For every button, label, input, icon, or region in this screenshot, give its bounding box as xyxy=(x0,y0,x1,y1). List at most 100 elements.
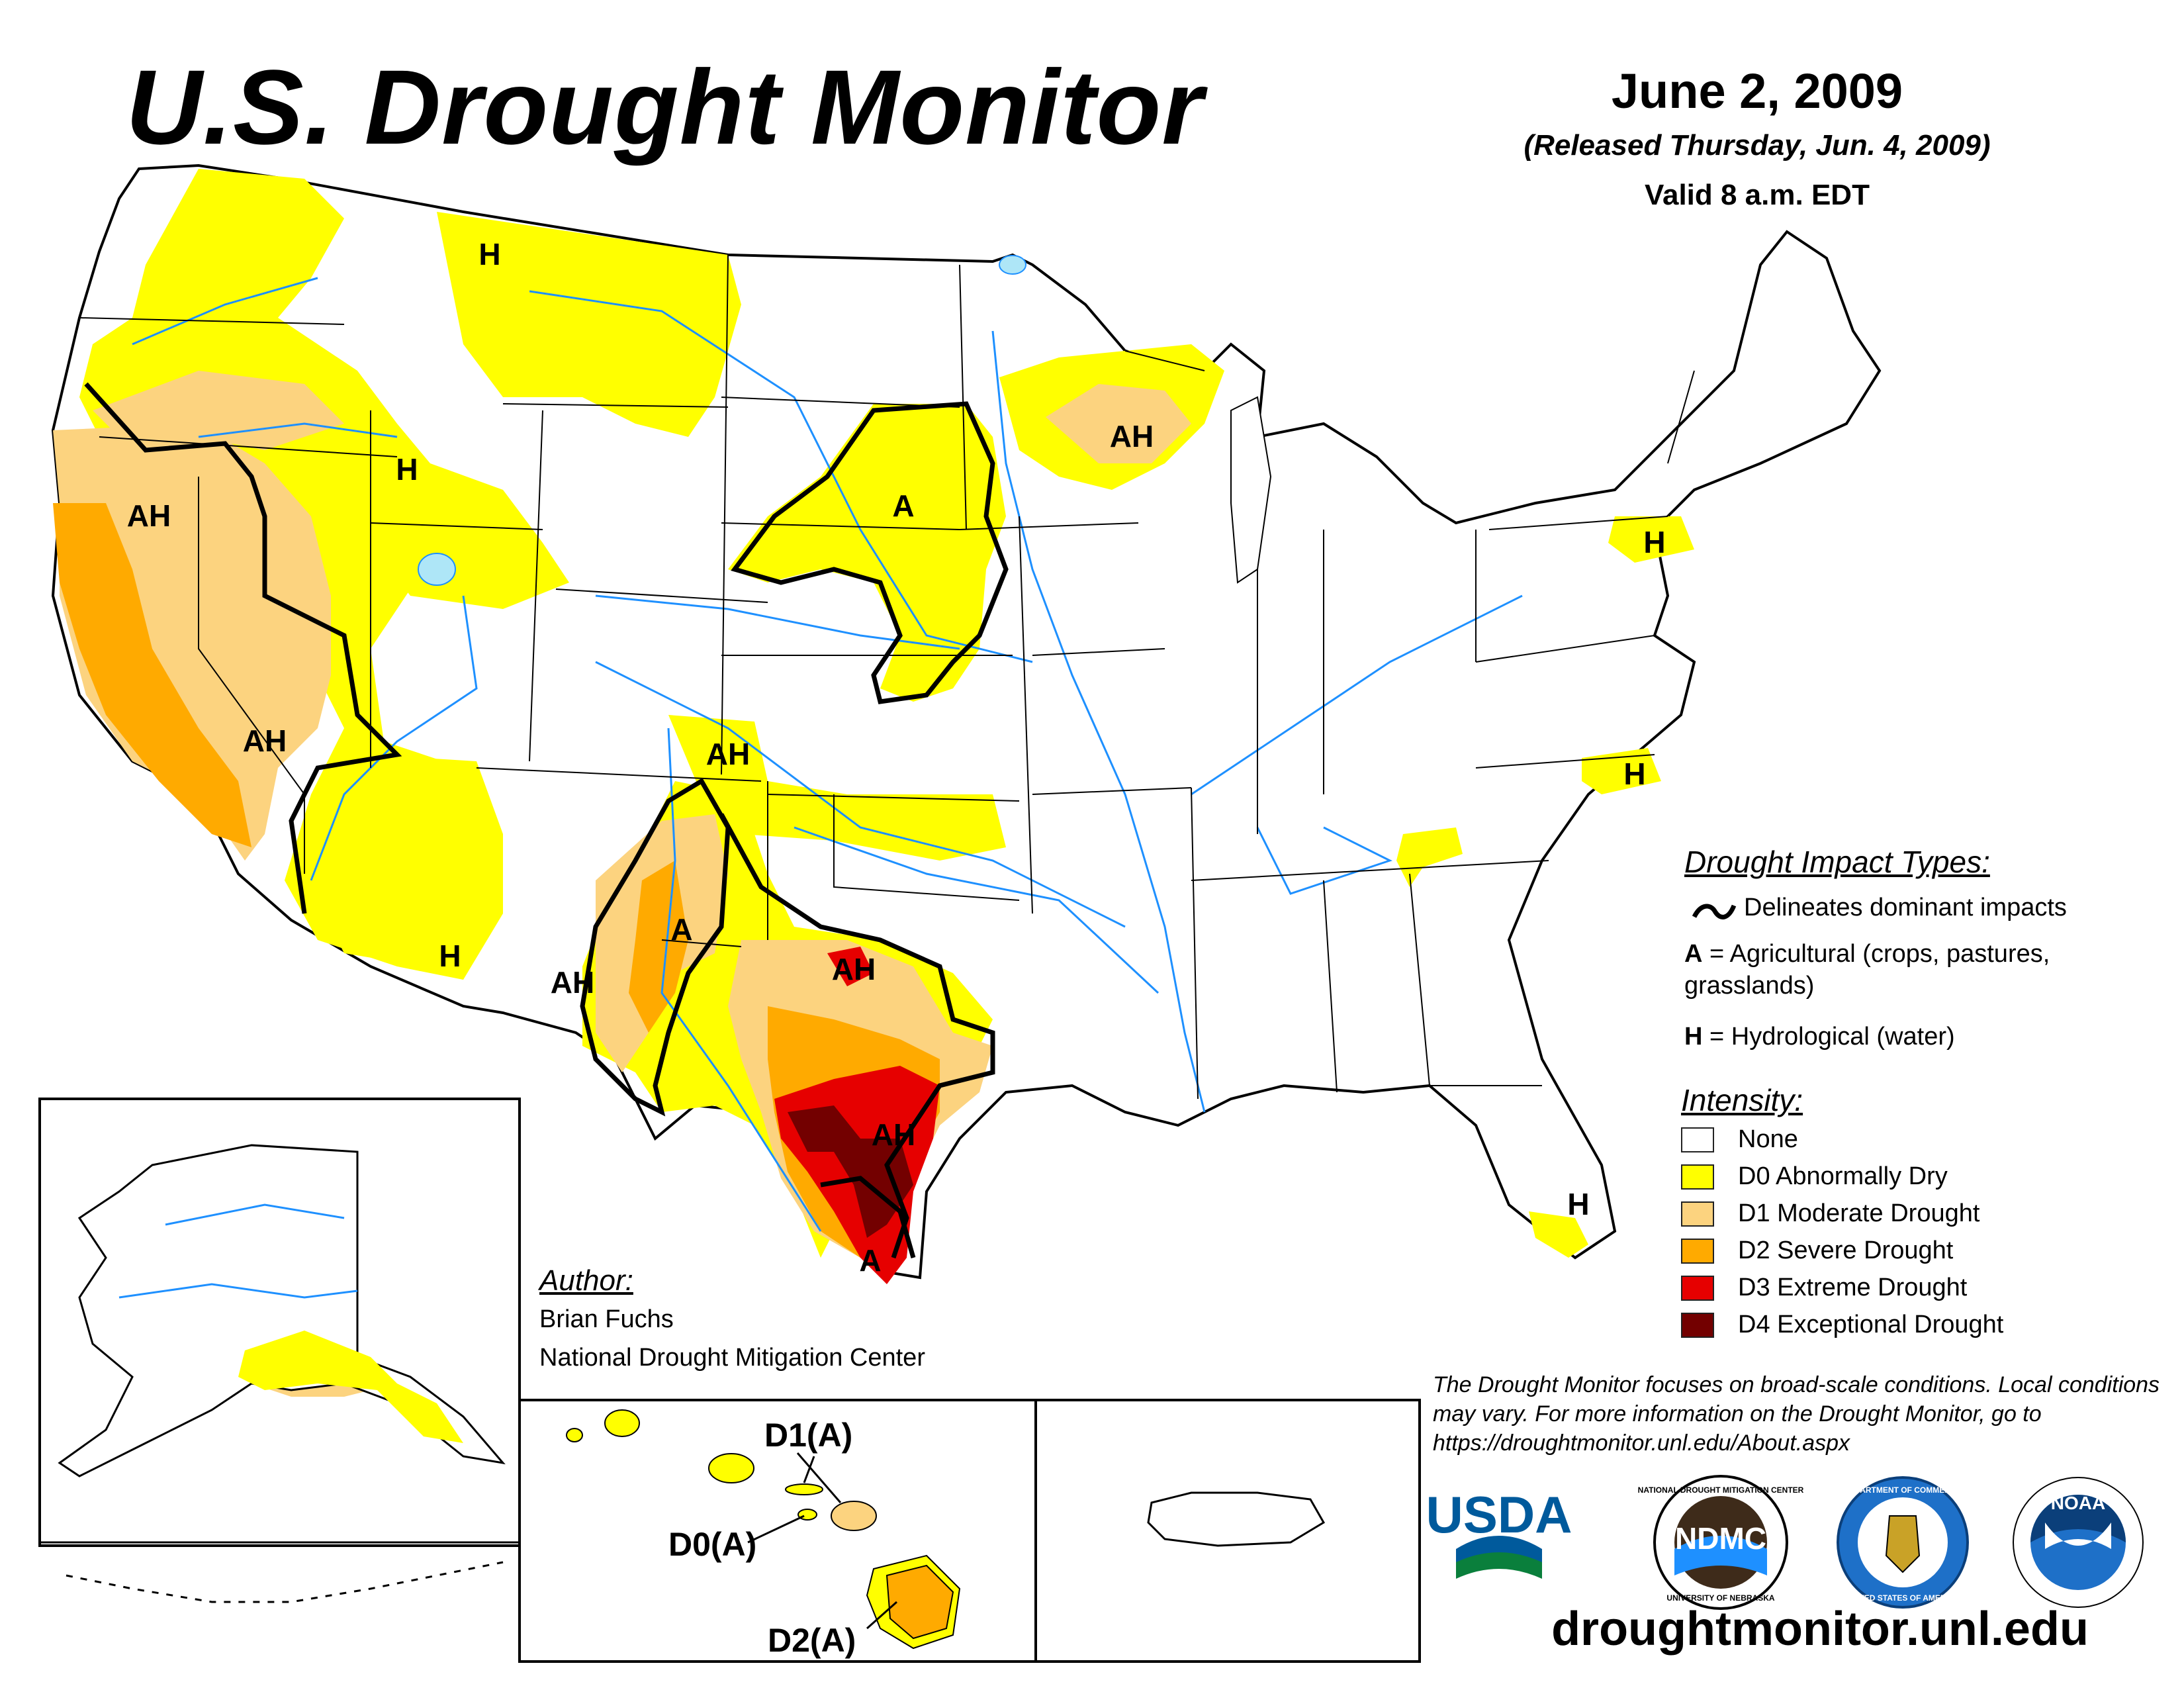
intensity-swatch xyxy=(1681,1275,1714,1301)
commerce-ring-bottom-text: UNITED STATES OF AMERICA xyxy=(1846,1593,1960,1603)
author-heading: Author: xyxy=(539,1264,633,1297)
intensity-swatch xyxy=(1681,1164,1714,1190)
d4-south-texas xyxy=(788,1105,913,1238)
map-labels: H H AH AH H AH A A AH AH AH A AH H H H xyxy=(127,237,1666,1278)
hawaii-islands xyxy=(566,1409,961,1650)
intensity-item: D1 Moderate Drought xyxy=(1681,1199,1979,1228)
impact-line-new-mexico xyxy=(580,778,731,1117)
river-mississippi xyxy=(991,330,1206,1113)
d0-colorado-kansas xyxy=(668,715,1006,861)
d0-florida xyxy=(1529,1211,1588,1258)
label-a-plains: A xyxy=(892,489,914,523)
label-h-north-carolina: H xyxy=(1623,757,1645,791)
d0-arizona xyxy=(311,755,503,966)
lake-michigan xyxy=(1230,396,1272,584)
intensity-swatch xyxy=(1681,1238,1714,1264)
label-h-pennsylvania: H xyxy=(1643,525,1665,559)
label-ah-colorado: AH xyxy=(706,737,750,771)
label-h-montana: H xyxy=(478,237,500,271)
d2-california-coast xyxy=(53,503,251,847)
d0-pennsylvania xyxy=(1608,516,1694,563)
label-ah-oklahoma: AH xyxy=(832,952,876,986)
d1-wisconsin xyxy=(1046,384,1191,463)
alaska-inset-frame xyxy=(38,1098,521,1547)
intensity-heading: Intensity: xyxy=(1681,1083,1803,1117)
alaska-d0-south xyxy=(238,1331,463,1443)
delineates-label: Delineates dominant impacts xyxy=(1744,894,2067,921)
impact-types-heading: Drought Impact Types: xyxy=(1684,845,1990,879)
d1-california-nevada xyxy=(53,424,331,861)
intensity-swatch xyxy=(1681,1201,1714,1227)
river-ohio xyxy=(1191,594,1523,796)
river-arkansas xyxy=(595,661,1126,928)
label-ah-nevada: AH xyxy=(243,724,287,758)
river-platte xyxy=(595,594,960,650)
rivers xyxy=(132,277,1523,1232)
river-red xyxy=(794,826,1160,994)
d0-north-carolina xyxy=(1582,748,1661,794)
river-columbia xyxy=(132,277,318,346)
lakes xyxy=(418,255,1272,586)
commerce-logo: DEPARTMENT OF COMMERCE UNITED STATES OF … xyxy=(1837,1476,1969,1609)
label-a-nm: A xyxy=(670,912,692,947)
conus-outline xyxy=(51,164,1882,1280)
d0-montana xyxy=(437,212,741,437)
impact-line-texas xyxy=(719,813,995,1259)
commerce-ring-text: DEPARTMENT OF COMMERCE xyxy=(1844,1485,1961,1495)
agricultural-text-2: grasslands) xyxy=(1684,972,1815,1000)
delineation-symbol xyxy=(1692,904,1737,919)
river-tennessee xyxy=(1256,826,1392,895)
intensity-label: D0 Abnormally Dry xyxy=(1738,1162,1948,1190)
usda-logo: USDA xyxy=(1426,1485,1572,1579)
hawaii-label-d0: D0(A) xyxy=(668,1526,756,1563)
valid-time: Valid 8 a.m. EDT xyxy=(1645,179,1870,211)
ndmc-ring-text: NATIONAL DROUGHT MITIGATION CENTER xyxy=(1638,1485,1804,1495)
label-ah-texas: AH xyxy=(872,1117,915,1152)
d0-plains xyxy=(728,404,1006,702)
great-salt-lake xyxy=(418,553,456,586)
label-h-arizona: H xyxy=(439,939,461,973)
river-snake xyxy=(198,422,398,438)
intensity-label: None xyxy=(1738,1125,1798,1153)
intensity-item: D4 Exceptional Drought xyxy=(1681,1311,2003,1339)
map-date: June 2, 2009 xyxy=(1611,64,1903,118)
intensity-label: D1 Moderate Drought xyxy=(1738,1199,1980,1227)
intensity-label: D4 Exceptional Drought xyxy=(1738,1311,2004,1338)
label-a-texas: A xyxy=(859,1243,881,1278)
intensity-item: D2 Severe Drought xyxy=(1681,1237,1953,1265)
intensity-swatch xyxy=(1681,1312,1714,1338)
website-link[interactable]: droughtmonitor.unl.edu xyxy=(1551,1603,2089,1656)
usda-logo-text: USDA xyxy=(1426,1485,1572,1544)
intensity-label: D2 Severe Drought xyxy=(1738,1237,1954,1264)
intensity-swatch xyxy=(1681,1127,1714,1152)
d2-new-mexico xyxy=(629,861,688,1033)
author-name: Brian Fuchs xyxy=(539,1305,674,1333)
d0-georgia xyxy=(1396,827,1463,887)
intensity-item: D3 Extreme Drought xyxy=(1681,1274,1967,1302)
ndmc-logo: NDMC NATIONAL DROUGHT MITIGATION CENTER … xyxy=(1638,1475,1804,1610)
puerto-rico-inset-frame xyxy=(1034,1399,1421,1663)
ndmc-ring-bottom-text: UNIVERSITY OF NEBRASKA xyxy=(1666,1593,1774,1603)
label-ah-nm: AH xyxy=(551,965,594,1000)
label-h-florida: H xyxy=(1567,1187,1589,1221)
agricultural-text: = Agricultural (crops, pastures, xyxy=(1702,940,2050,968)
intensity-label: D3 Extreme Drought xyxy=(1738,1274,1968,1301)
map-title: U.S. Drought Monitor xyxy=(126,48,1204,166)
hawaii-label-d1: D1(A) xyxy=(764,1417,852,1454)
lake-of-the-woods xyxy=(999,255,1026,275)
impact-delineation-lines xyxy=(84,382,1009,1259)
river-colorado xyxy=(310,595,478,881)
ca-nv-border xyxy=(198,477,305,874)
noaa-logo-text: NOAA xyxy=(2051,1493,2105,1513)
hydrological-key: H xyxy=(1684,1023,1703,1051)
intensity-item: None xyxy=(1681,1125,1798,1154)
noaa-logo: NOAA xyxy=(2013,1477,2144,1608)
agricultural-key: A xyxy=(1684,940,1703,968)
label-ah-wisconsin: AH xyxy=(1110,419,1154,453)
label-h-idaho: H xyxy=(396,452,418,487)
release-date: (Released Thursday, Jun. 4, 2009) xyxy=(1524,129,1991,162)
d3-texas-north xyxy=(827,947,874,986)
d1-oregon-idaho xyxy=(93,371,344,450)
impact-line-south-texas xyxy=(820,1176,916,1258)
